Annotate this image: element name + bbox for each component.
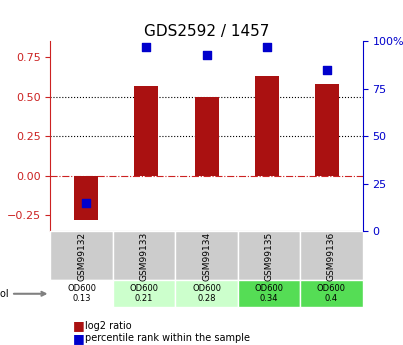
- Point: [143, 44, 150, 50]
- FancyBboxPatch shape: [113, 280, 175, 307]
- Text: log2 ratio: log2 ratio: [85, 321, 131, 331]
- Point: [324, 67, 330, 72]
- Text: GSM99133: GSM99133: [139, 231, 149, 281]
- FancyBboxPatch shape: [113, 231, 175, 280]
- Bar: [135, 86, 158, 176]
- Point: [204, 52, 210, 57]
- Text: ■: ■: [73, 332, 84, 345]
- Text: OD600
0.21: OD600 0.21: [130, 284, 158, 304]
- FancyBboxPatch shape: [238, 280, 300, 307]
- Bar: [75, 176, 98, 220]
- Text: OD600
0.13: OD600 0.13: [67, 284, 96, 304]
- Text: GSM99136: GSM99136: [327, 231, 336, 281]
- Text: GSM99134: GSM99134: [202, 231, 211, 281]
- Text: OD600
0.4: OD600 0.4: [317, 284, 346, 304]
- FancyBboxPatch shape: [50, 280, 113, 307]
- FancyBboxPatch shape: [50, 231, 113, 280]
- Title: GDS2592 / 1457: GDS2592 / 1457: [144, 24, 269, 39]
- FancyBboxPatch shape: [300, 280, 363, 307]
- Point: [83, 200, 89, 205]
- Text: OD600
0.34: OD600 0.34: [255, 284, 283, 304]
- Text: ■: ■: [73, 319, 84, 333]
- FancyBboxPatch shape: [175, 231, 238, 280]
- Text: OD600
0.28: OD600 0.28: [192, 284, 221, 304]
- Text: growth protocol: growth protocol: [0, 289, 45, 299]
- Bar: [315, 84, 339, 176]
- FancyBboxPatch shape: [300, 231, 363, 280]
- Text: GSM99132: GSM99132: [77, 231, 86, 281]
- Bar: [255, 76, 278, 176]
- FancyBboxPatch shape: [238, 231, 300, 280]
- Text: GSM99135: GSM99135: [264, 231, 274, 281]
- Bar: [195, 97, 218, 176]
- FancyBboxPatch shape: [175, 280, 238, 307]
- Point: [264, 44, 270, 50]
- Text: percentile rank within the sample: percentile rank within the sample: [85, 333, 249, 343]
